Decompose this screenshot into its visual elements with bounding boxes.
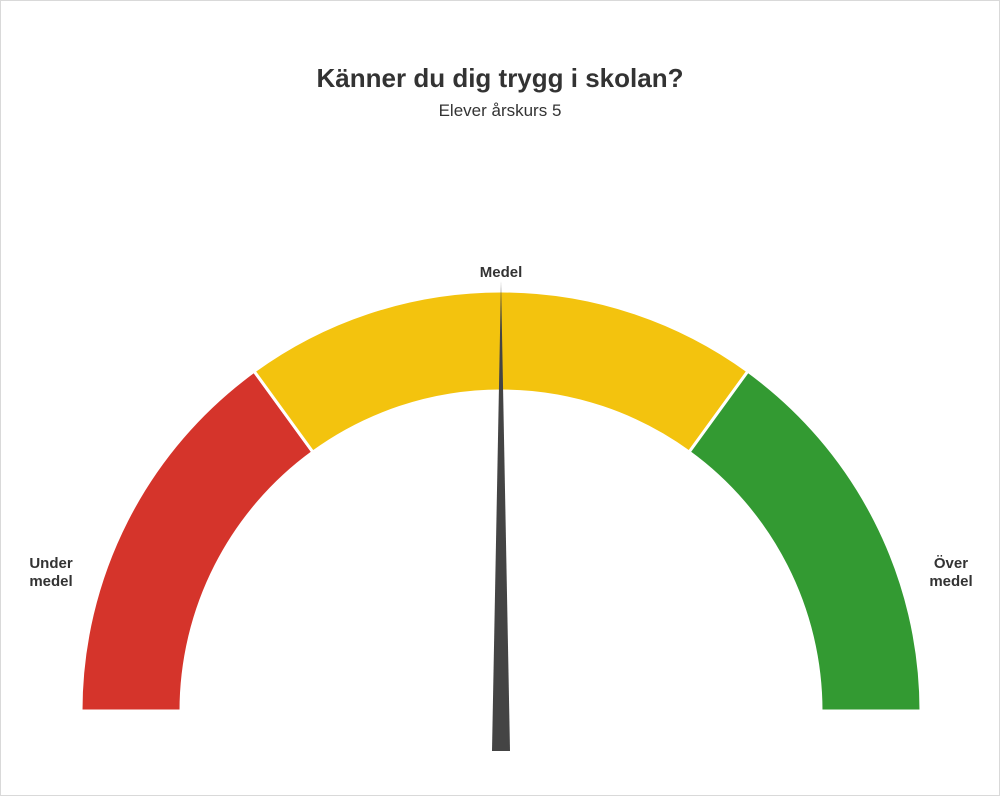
gauge-segment (689, 371, 921, 711)
gauge-segment (81, 371, 313, 711)
chart-title: Känner du dig trygg i skolan? (1, 63, 999, 94)
gauge-label-left: medel (29, 573, 72, 590)
chart-subtitle: Elever årskurs 5 (1, 101, 999, 121)
gauge-label-left: Under (29, 555, 73, 572)
gauge-svg: MedelUndermedelÖvermedel (1, 241, 1000, 781)
gauge-label-right: Över (934, 555, 968, 572)
gauge-label-top: Medel (480, 264, 523, 281)
chart-frame: Känner du dig trygg i skolan? Elever års… (0, 0, 1000, 796)
gauge-chart: MedelUndermedelÖvermedel (1, 241, 999, 786)
gauge-label-right: medel (929, 573, 972, 590)
